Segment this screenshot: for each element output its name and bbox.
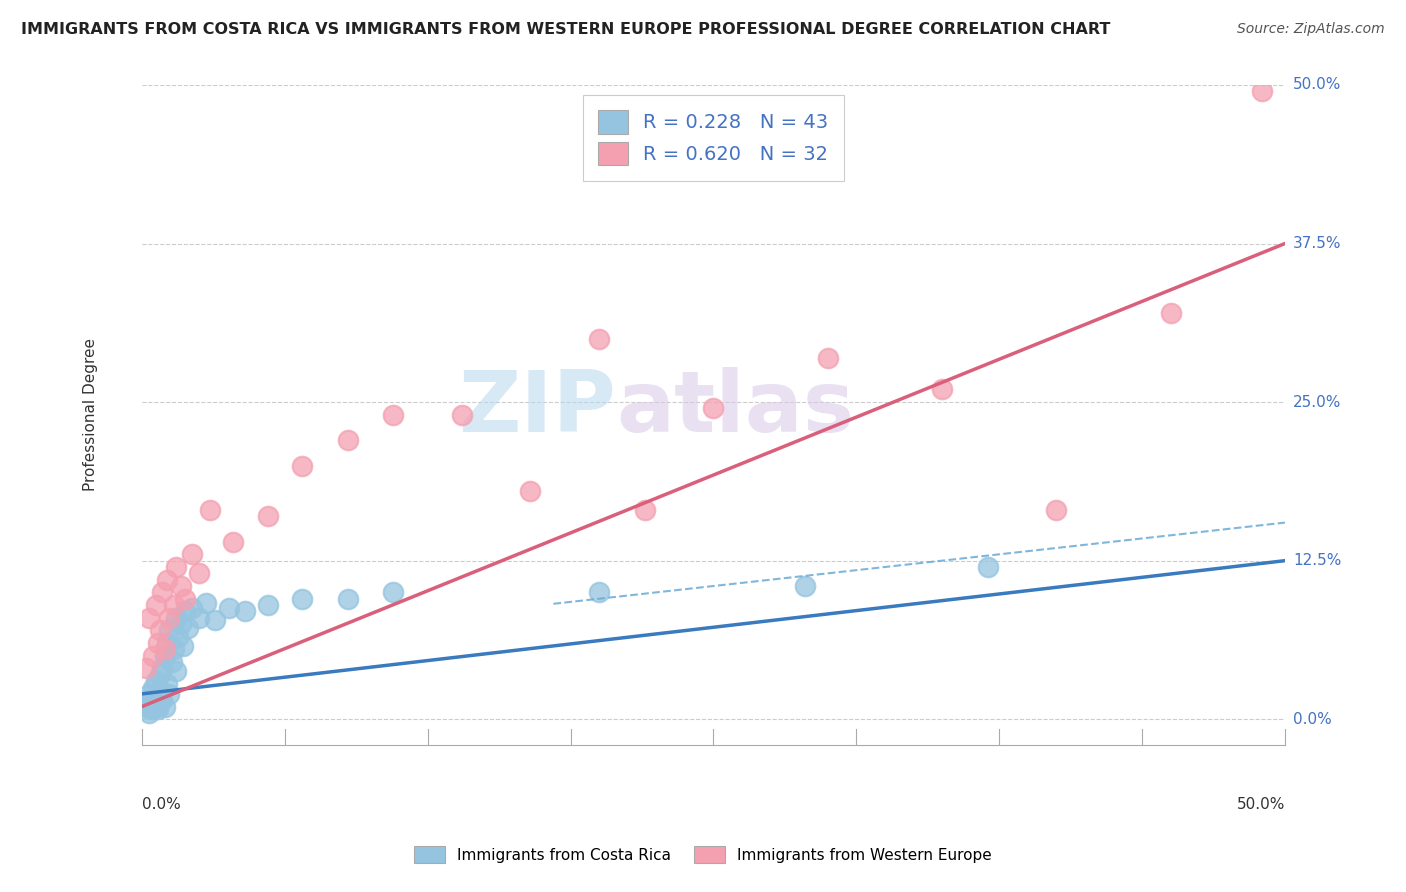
Text: ZIP: ZIP (458, 367, 616, 450)
Text: atlas: atlas (616, 367, 855, 450)
Point (451, 408, 474, 422)
Point (634, 503, 657, 517)
Point (218, 600, 240, 615)
Point (256, 598, 278, 612)
Point (146, 702, 169, 716)
Legend: R = 0.228   N = 43, R = 0.620   N = 32: R = 0.228 N = 43, R = 0.620 N = 32 (583, 95, 844, 181)
Point (256, 509, 278, 524)
Point (156, 573, 179, 587)
Point (188, 611, 211, 625)
Point (181, 600, 204, 615)
Point (588, 585, 610, 599)
Point (165, 611, 187, 625)
Text: 37.5%: 37.5% (1294, 236, 1341, 251)
Point (152, 585, 174, 599)
Point (588, 332, 610, 346)
Text: IMMIGRANTS FROM COSTA RICA VS IMMIGRANTS FROM WESTERN EUROPE PROFESSIONAL DEGREE: IMMIGRANTS FROM COSTA RICA VS IMMIGRANTS… (21, 22, 1111, 37)
Point (139, 693, 162, 707)
Point (188, 566, 211, 581)
Point (336, 591, 359, 606)
Point (156, 636, 179, 650)
Point (194, 595, 217, 609)
Point (165, 560, 187, 574)
Point (145, 699, 167, 714)
Point (382, 408, 405, 422)
Point (157, 611, 180, 625)
Point (138, 611, 160, 625)
Legend: Immigrants from Costa Rica, Immigrants from Western Europe: Immigrants from Costa Rica, Immigrants f… (406, 838, 1000, 871)
Point (167, 630, 190, 644)
Point (163, 642, 186, 657)
Point (142, 681, 165, 695)
Point (222, 534, 245, 549)
Point (931, 383, 953, 397)
Point (793, 579, 815, 593)
Point (174, 604, 197, 618)
Text: 50.0%: 50.0% (1294, 78, 1341, 93)
Point (702, 401, 724, 416)
Point (233, 604, 256, 618)
Point (291, 458, 314, 473)
Point (163, 598, 186, 612)
Point (146, 690, 169, 704)
Point (181, 547, 204, 561)
Point (153, 648, 176, 663)
Point (176, 621, 198, 635)
Point (519, 483, 541, 498)
Point (135, 661, 157, 675)
Point (135, 699, 157, 714)
Point (138, 687, 160, 701)
Point (1160, 306, 1182, 320)
Text: 50.0%: 50.0% (1237, 797, 1285, 813)
Point (145, 598, 167, 612)
Point (170, 579, 193, 593)
Point (145, 674, 167, 689)
Point (149, 624, 172, 638)
Point (152, 693, 174, 707)
Point (977, 560, 1000, 574)
Point (174, 591, 197, 606)
Point (165, 664, 187, 678)
Point (817, 351, 839, 365)
Point (1251, 84, 1274, 98)
Point (153, 699, 176, 714)
Point (138, 706, 160, 720)
Text: 0.0%: 0.0% (1294, 712, 1331, 727)
Point (157, 624, 180, 638)
Point (200, 503, 222, 517)
Point (146, 636, 169, 650)
Text: Professional Degree: Professional Degree (83, 338, 98, 491)
Text: Source: ZipAtlas.com: Source: ZipAtlas.com (1237, 22, 1385, 37)
Text: 25.0%: 25.0% (1294, 394, 1341, 409)
Point (204, 613, 226, 627)
Point (157, 687, 180, 701)
Point (172, 639, 194, 653)
Point (153, 642, 176, 657)
Point (152, 661, 174, 675)
Point (142, 648, 165, 663)
Text: 0.0%: 0.0% (142, 797, 180, 813)
Point (382, 585, 405, 599)
Point (336, 433, 359, 447)
Point (291, 591, 314, 606)
Point (170, 617, 193, 632)
Text: 12.5%: 12.5% (1294, 553, 1341, 568)
Point (139, 702, 162, 716)
Point (160, 655, 183, 669)
Point (156, 677, 179, 691)
Point (149, 668, 172, 682)
Point (149, 684, 172, 698)
Point (1045, 503, 1067, 517)
Point (142, 697, 165, 711)
